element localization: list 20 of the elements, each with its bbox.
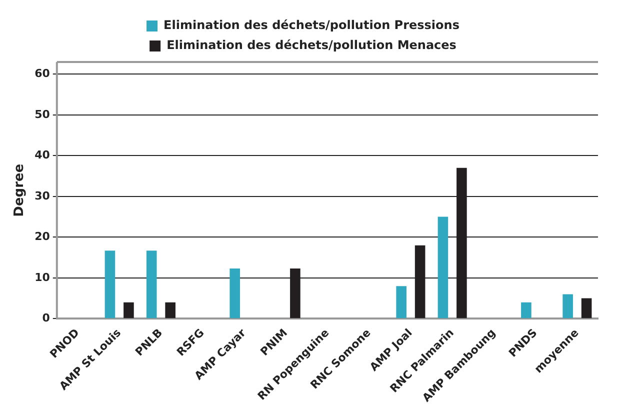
bar bbox=[521, 302, 532, 318]
y-tick-label: 50 bbox=[34, 108, 50, 121]
y-tick-label: 20 bbox=[34, 230, 50, 244]
y-tick-label: 0 bbox=[42, 312, 50, 325]
y-tick-label: 60 bbox=[34, 67, 50, 80]
bar bbox=[124, 302, 134, 318]
bar bbox=[581, 298, 592, 318]
legend-label: Elimination des déchets/pollution Pressions bbox=[164, 18, 460, 32]
bar bbox=[146, 250, 157, 318]
y-axis-title: Degree bbox=[12, 164, 28, 217]
y-tick-label: 30 bbox=[34, 189, 50, 202]
bar bbox=[396, 286, 406, 318]
bar bbox=[165, 302, 176, 318]
bar bbox=[104, 250, 116, 318]
y-tick-label: 10 bbox=[34, 270, 50, 284]
bar bbox=[230, 268, 240, 318]
bar bbox=[438, 216, 448, 318]
bar bbox=[562, 294, 573, 318]
legend-label: Elimination des déchets/pollution Menaces bbox=[166, 38, 456, 52]
y-tick-label: 40 bbox=[34, 148, 50, 162]
